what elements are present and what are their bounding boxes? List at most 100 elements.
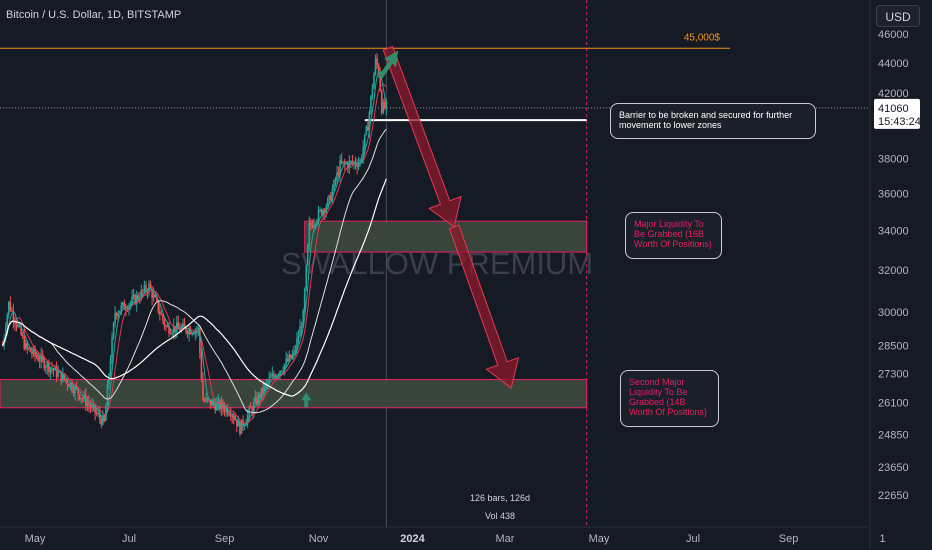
candle-body xyxy=(75,386,78,389)
candle-body xyxy=(199,327,201,353)
candle-body xyxy=(49,368,52,373)
candle-body xyxy=(246,414,249,423)
candle-body xyxy=(291,354,294,359)
y-tick-label: 30000 xyxy=(878,307,909,319)
moving-average-mid xyxy=(2,128,387,414)
candle-body xyxy=(146,291,149,293)
candle-body xyxy=(123,302,126,310)
candle-body xyxy=(263,384,266,393)
candle-body xyxy=(257,394,260,405)
candle-body xyxy=(38,360,41,362)
candle-body xyxy=(273,374,275,377)
candle-body xyxy=(15,323,18,327)
candle-body xyxy=(168,325,170,334)
candle-body xyxy=(31,352,33,354)
candle-body xyxy=(342,161,344,163)
candle-body xyxy=(340,160,343,163)
candle-body xyxy=(294,349,297,352)
candle-body xyxy=(74,386,76,394)
candle-body xyxy=(370,95,372,113)
candle-body xyxy=(337,172,340,175)
candle-body xyxy=(385,102,388,108)
candle-body xyxy=(140,290,143,300)
candle-body xyxy=(138,299,141,301)
candle-body xyxy=(71,382,73,391)
candle-body xyxy=(182,323,184,328)
x-tick-label: Jul xyxy=(686,533,700,545)
candle-body xyxy=(331,189,334,201)
candle-body xyxy=(268,377,271,383)
candle-body xyxy=(216,402,218,411)
y-tick-label: 46000 xyxy=(878,29,909,41)
currency-button[interactable]: USD xyxy=(876,5,920,27)
candle-body xyxy=(81,398,84,400)
candle-body xyxy=(206,398,209,400)
candle-body xyxy=(12,310,15,321)
candle-body xyxy=(52,369,55,371)
candle-body xyxy=(14,320,16,324)
second-liquidity-annotation: Second Major Liquidity To Be Grabbed (14… xyxy=(620,370,719,427)
y-tick-label: 42000 xyxy=(878,88,909,100)
candle-body xyxy=(21,334,24,337)
candle-body xyxy=(334,180,337,182)
candle-body xyxy=(367,126,369,131)
x-tick-label: Mar xyxy=(496,533,515,545)
major-liquidity-annotation: Major Liquidity To Be Grabbed (16B Worth… xyxy=(625,212,722,259)
candle-body xyxy=(132,295,135,297)
candle-body xyxy=(55,366,58,377)
candle-body xyxy=(48,362,50,373)
small-green-arrow xyxy=(301,392,312,408)
candle-body xyxy=(63,373,66,380)
candle-body xyxy=(68,384,70,388)
candle-body xyxy=(8,301,10,315)
candle-body xyxy=(362,147,365,159)
candle-body xyxy=(80,398,83,400)
candle-body xyxy=(120,305,123,312)
symbol-title[interactable]: Bitcoin / U.S. Dollar, 1D, BITSTAMP xyxy=(6,9,182,21)
candle-body xyxy=(382,102,385,113)
x-tick-label: May xyxy=(25,533,46,545)
candle-body xyxy=(108,374,110,384)
countdown-label: 15:43:24 xyxy=(878,116,921,128)
candle-body xyxy=(69,382,72,388)
candle-body xyxy=(271,374,274,377)
candle-body xyxy=(191,333,193,335)
candle-body xyxy=(98,412,101,419)
candle-body xyxy=(283,364,286,371)
projection-arrow-1 xyxy=(382,45,462,228)
candle-body xyxy=(249,407,252,409)
candle-body xyxy=(20,325,22,335)
candle-body xyxy=(135,295,138,305)
candle-body xyxy=(290,354,292,359)
candle-body xyxy=(374,58,377,74)
candle-body xyxy=(305,265,308,290)
candle-body xyxy=(259,394,261,399)
candle-body xyxy=(91,405,93,408)
candle-body xyxy=(160,314,163,316)
candle-body xyxy=(203,400,206,402)
candle-body xyxy=(266,382,269,384)
candle-body xyxy=(234,419,237,421)
candle-body xyxy=(163,320,166,326)
candle-body xyxy=(351,161,354,164)
candle-body xyxy=(371,88,374,96)
candle-body xyxy=(77,388,79,395)
candle-body xyxy=(159,311,161,315)
candle-body xyxy=(313,225,315,228)
y-tick-label: 28500 xyxy=(878,341,909,353)
candle-body xyxy=(196,330,198,332)
candle-body xyxy=(134,295,136,305)
projection-arrow-2 xyxy=(448,224,520,389)
candle-body xyxy=(236,420,238,427)
candle-body xyxy=(336,172,338,181)
candle-body xyxy=(205,398,207,401)
candle-body xyxy=(155,296,158,301)
candle-body xyxy=(122,302,124,306)
candle-body xyxy=(360,158,363,161)
second-liquidity-zone xyxy=(0,378,588,409)
candle-body xyxy=(380,90,383,113)
candle-body xyxy=(240,419,243,434)
candle-body xyxy=(209,399,212,406)
candle-body xyxy=(303,289,306,311)
